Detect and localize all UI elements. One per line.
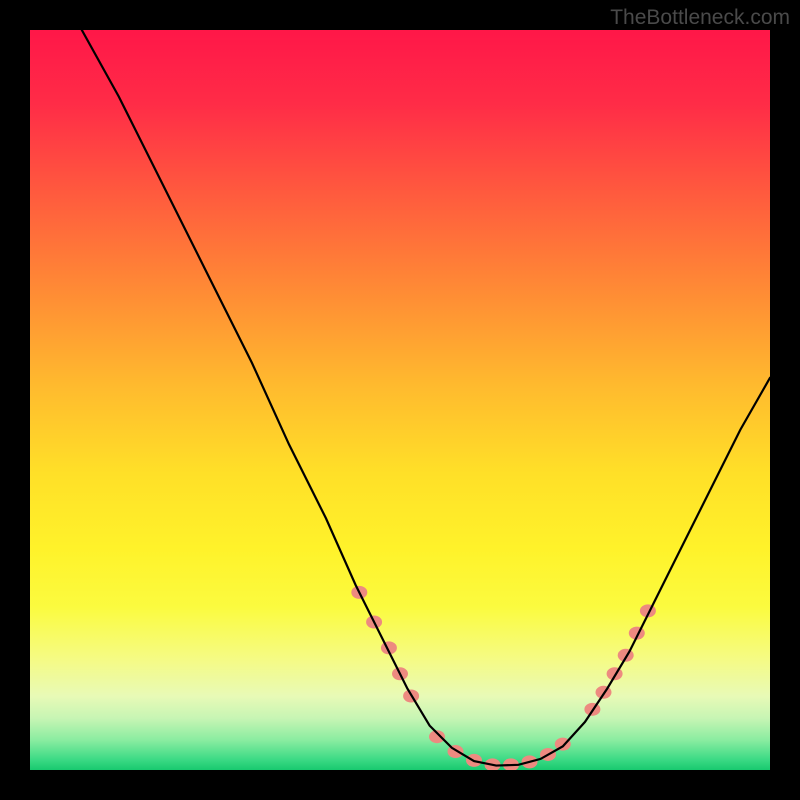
chart-svg bbox=[0, 0, 800, 800]
bottleneck-chart: TheBottleneck.com bbox=[0, 0, 800, 800]
watermark-text: TheBottleneck.com bbox=[610, 6, 790, 30]
